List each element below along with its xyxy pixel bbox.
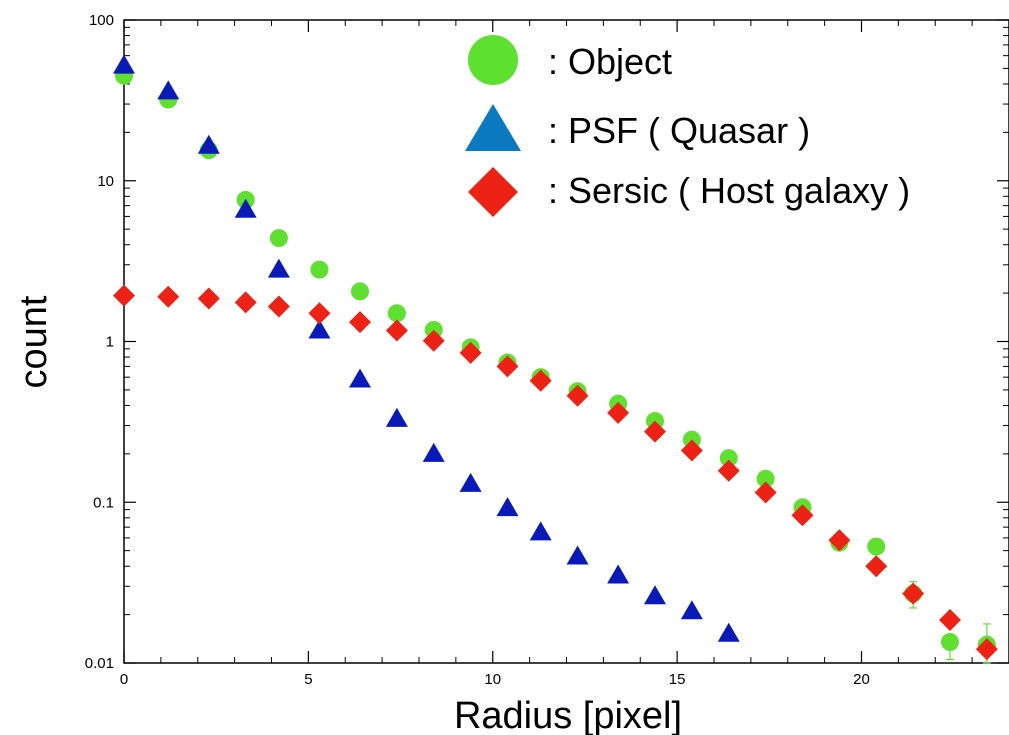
sersic-point [349,311,371,334]
object-point [719,449,738,468]
psf-point [717,622,740,642]
sersic-point [865,555,888,578]
sersic-point [385,319,408,342]
object-point [387,304,406,323]
sersic-point [680,439,703,462]
object-point [269,229,288,248]
sersic-point [566,384,589,407]
sersic-point [902,582,925,605]
psf-point [267,258,290,278]
sersic-point [644,420,666,443]
y-tick-label: 100 [89,12,114,29]
psf-point [308,319,331,339]
x-tick-label: 0 [120,671,128,688]
ticks-layer [123,19,1009,664]
sersic-point [459,341,482,364]
sersic-point [607,401,630,424]
sersic-point [717,459,740,482]
y-tick-label: 1 [106,334,114,351]
x-axis-label: Radius [pixel] [454,695,682,735]
psf-point [385,407,408,427]
sersic-point [939,609,961,632]
sersic-point [308,302,331,325]
sersic-point [157,285,180,308]
tick-labels-layer: 0 5 10 15 20 100 10 1 0.1 0.01 [85,12,870,688]
psf-point [422,442,445,462]
object-point [941,633,959,652]
x-tick-label: 20 [853,671,870,688]
object-point [756,469,775,488]
legend-label-psf: : PSF ( Quasar ) [548,110,810,151]
sersic-point [234,291,257,314]
sersic-point [529,369,552,392]
psf-point [197,134,220,154]
psf-point [234,198,257,218]
psf-point [644,585,666,605]
psf-point [459,472,482,492]
sersic-point [422,329,445,352]
legend-marker-psf [465,104,521,151]
psf-point [566,545,589,565]
legend-marker-object [468,35,518,85]
sersic-point [975,638,998,661]
y-tick-label: 0.01 [85,655,114,672]
y-tick-label: 10 [97,173,114,190]
psf-point [349,368,371,388]
sersic-point [496,355,519,378]
object-point [351,282,369,301]
legend-marker-sersic [468,167,518,217]
psf-point [607,564,630,584]
psf-point [680,600,703,620]
legend: : Object : PSF ( Quasar ) : Sersic ( Hos… [465,35,910,217]
psf-point [113,54,135,74]
sersic-point [791,504,814,527]
y-tick-label: 0.1 [93,494,114,511]
x-tick-label: 5 [304,671,312,688]
x-tick-label: 15 [669,671,686,688]
psf-point [496,497,519,517]
x-tick-label: 10 [484,671,501,688]
sersic-point [267,295,290,318]
object-point [867,537,886,556]
psf-point [157,80,180,100]
y-axis-label: count [13,295,55,388]
legend-label-object: : Object [548,41,672,82]
sersic-point [754,481,777,504]
psf-point [529,521,552,541]
marks-layer [113,54,998,661]
sersic-point [113,284,135,307]
sersic-point [828,529,851,552]
legend-label-sersic: : Sersic ( Host galaxy ) [548,170,910,211]
sersic-point [197,287,220,310]
object-point [310,260,329,279]
